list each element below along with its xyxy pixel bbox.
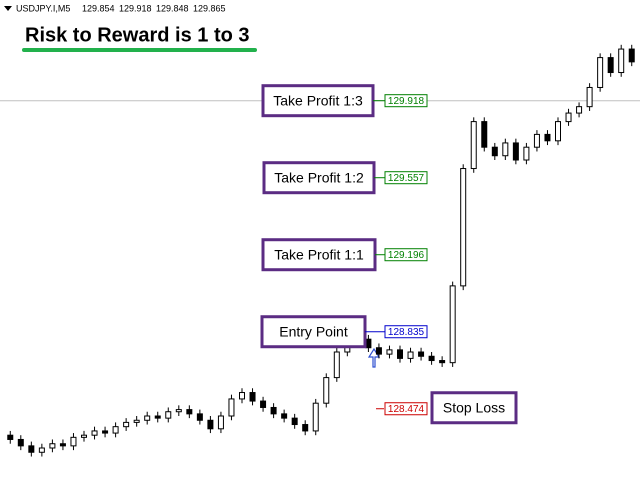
candle-body bbox=[59, 443, 66, 447]
candle-body bbox=[217, 415, 224, 430]
candle-body bbox=[144, 415, 151, 421]
candle-body bbox=[28, 445, 35, 453]
symbol: USDJPY.I,M5 bbox=[16, 3, 70, 13]
level-label: Take Profit 1:3 bbox=[273, 92, 363, 108]
candle-body bbox=[112, 426, 119, 434]
candle-body bbox=[491, 146, 498, 157]
candle-body bbox=[7, 434, 14, 440]
candle-body bbox=[449, 285, 456, 364]
level-label: Take Profit 1:2 bbox=[274, 169, 364, 185]
price-tag-box bbox=[384, 94, 428, 108]
candle-body bbox=[165, 411, 172, 419]
candle-body bbox=[333, 351, 340, 379]
candle-body bbox=[49, 443, 56, 449]
candle-body bbox=[481, 121, 488, 148]
candle-body bbox=[407, 351, 414, 359]
candle-body bbox=[607, 57, 614, 74]
candle-body bbox=[439, 360, 446, 364]
candle-body bbox=[249, 392, 256, 402]
price-tag: 129.196 bbox=[388, 250, 425, 261]
candle-body bbox=[397, 349, 403, 359]
candle-body bbox=[365, 338, 372, 349]
candle-body bbox=[597, 57, 604, 88]
level-box bbox=[430, 391, 518, 425]
candle-body bbox=[555, 121, 561, 142]
candle-body bbox=[302, 424, 309, 432]
candle-body bbox=[38, 447, 45, 453]
price-tag: 128.835 bbox=[388, 327, 425, 338]
header-price: 129.854 bbox=[82, 3, 115, 13]
price-tag: 129.918 bbox=[388, 96, 425, 107]
header-icon bbox=[4, 6, 12, 11]
candle-body bbox=[291, 417, 298, 426]
candle-body bbox=[512, 142, 519, 161]
candle-body bbox=[281, 413, 288, 419]
candle-body bbox=[186, 409, 193, 415]
candle-body bbox=[618, 48, 625, 74]
candle-body bbox=[312, 402, 319, 432]
price-tag-box bbox=[384, 248, 428, 262]
candle-body bbox=[228, 398, 235, 417]
candle-body bbox=[270, 406, 277, 415]
level-label: Stop Loss bbox=[443, 399, 505, 415]
candle-body bbox=[239, 392, 245, 400]
candle-body bbox=[91, 430, 98, 436]
price-tag: 128.474 bbox=[388, 404, 425, 415]
level-box bbox=[260, 315, 367, 349]
price-tag-box bbox=[384, 325, 428, 339]
candle-body bbox=[81, 434, 87, 438]
candle-body bbox=[175, 409, 182, 413]
candle-body bbox=[196, 413, 203, 421]
candle-body bbox=[17, 438, 24, 447]
price-tag-box bbox=[384, 402, 428, 416]
candle-body bbox=[260, 400, 267, 408]
candle-body bbox=[123, 421, 130, 428]
candle-body bbox=[533, 133, 540, 148]
level-box bbox=[261, 84, 375, 118]
candle-body bbox=[207, 419, 214, 430]
candle-body bbox=[460, 168, 467, 287]
candle-body bbox=[386, 349, 393, 355]
candle-body bbox=[470, 121, 477, 170]
candle-body bbox=[565, 112, 572, 123]
candle-body bbox=[133, 419, 140, 423]
candle-body bbox=[418, 351, 425, 357]
header-price: 129.848 bbox=[156, 3, 189, 13]
chart-title: Risk to Reward is 1 to 3 bbox=[25, 24, 250, 46]
candle-body bbox=[70, 436, 77, 447]
candle-body bbox=[544, 133, 551, 142]
level-box bbox=[261, 238, 377, 272]
candle-body bbox=[502, 142, 509, 157]
candle-body bbox=[628, 48, 635, 63]
price-tag: 129.557 bbox=[388, 173, 425, 184]
level-label: Take Profit 1:1 bbox=[274, 246, 364, 262]
candle-body bbox=[323, 377, 330, 404]
candle-body bbox=[576, 106, 583, 114]
candle-body bbox=[523, 146, 530, 161]
candle-body bbox=[154, 415, 161, 419]
price-tag-box bbox=[384, 171, 428, 185]
candle-body bbox=[102, 430, 109, 434]
level-label: Entry Point bbox=[279, 323, 348, 339]
candle-body bbox=[586, 86, 593, 108]
candle-body bbox=[428, 355, 435, 362]
header-price: 129.865 bbox=[193, 3, 226, 13]
candle-body bbox=[375, 347, 382, 355]
header-price: 129.918 bbox=[119, 3, 152, 13]
